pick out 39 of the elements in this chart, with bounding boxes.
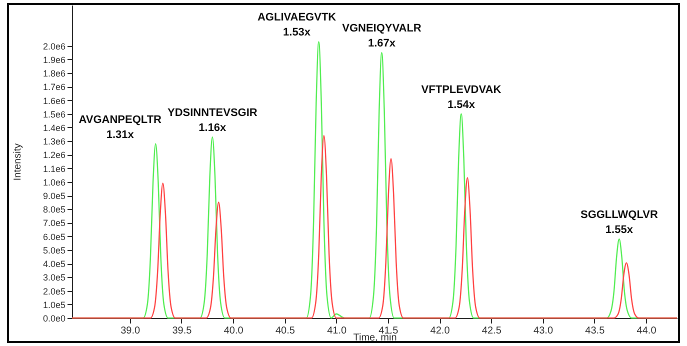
y-axis-title: Intensity xyxy=(12,143,24,181)
x-tick-label: 41.0 xyxy=(327,326,347,336)
y-tick-label: 2.0e5 xyxy=(42,286,66,296)
y-tick-label: 8.0e5 xyxy=(42,204,66,215)
x-tick-label: 39.5 xyxy=(172,326,192,336)
x-tick-label: 43.0 xyxy=(534,326,554,336)
y-tick-label: 6.0e5 xyxy=(42,232,66,242)
x-tick-label: 43.5 xyxy=(585,326,606,336)
y-tick-label: 1.2e6 xyxy=(42,150,66,160)
y-tick-label: 4.0e5 xyxy=(42,259,66,270)
x-axis-title: Time, min xyxy=(353,332,397,344)
y-tick-label: 1.0e6 xyxy=(42,177,66,188)
annotation: VFTPLEVDVAK 1.54x xyxy=(421,84,502,111)
x-tick-label: 40.5 xyxy=(275,326,296,336)
x-tick-label: 40.0 xyxy=(224,326,244,336)
y-tick-label: 1.8e6 xyxy=(42,68,66,79)
x-tick-label: 44.0 xyxy=(636,326,657,336)
y-tick-label: 3.0e5 xyxy=(42,272,66,283)
annotation: AGLIVAEGVTK 1.53x xyxy=(257,12,336,39)
y-tick-label: 0.0e0 xyxy=(42,314,66,324)
annotation: AVGANPEQLTR 1.31x xyxy=(78,114,162,141)
y-tick-label: 7.0e5 xyxy=(42,218,66,228)
x-tick-label: 42.0 xyxy=(430,326,450,336)
annotation: YDSINNTEVSGIR 1.16x xyxy=(167,107,258,134)
x-tick-label: 39.0 xyxy=(120,326,140,336)
y-tick-label: 1.6e6 xyxy=(42,96,66,106)
annotation: VGNEIQYVALR 1.67x xyxy=(342,22,422,50)
y-tick-label: 1.5e6 xyxy=(42,109,66,120)
annotation: SGGLLWQLVR 1.55x xyxy=(580,209,658,236)
y-tick-label: 1.0e5 xyxy=(42,300,66,310)
y-tick-label: 1.4e6 xyxy=(42,122,66,133)
y-tick-label: 1.7e6 xyxy=(42,82,66,92)
y-tick-label: 5.0e5 xyxy=(42,245,66,256)
y-tick-label: 1.1e6 xyxy=(42,164,66,174)
y-tick-label: 9.0e5 xyxy=(42,191,66,202)
y-tick-label: 1.9e6 xyxy=(42,54,66,65)
x-tick-label: 42.5 xyxy=(482,326,502,336)
y-tick-label: 2.0e6 xyxy=(42,41,66,52)
y-tick-label: 1.3e6 xyxy=(42,136,66,147)
